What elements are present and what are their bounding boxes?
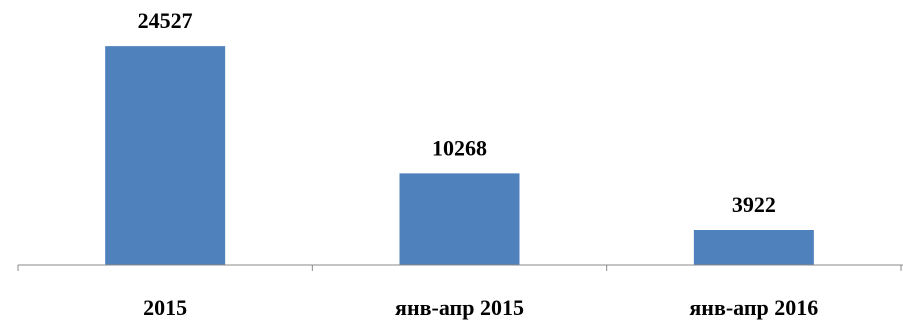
data-label-2: 3922: [732, 192, 776, 217]
bar-1: [399, 173, 520, 265]
data-label-0: 24527: [138, 8, 193, 33]
value-labels: 24527 10268 3922: [138, 8, 776, 217]
data-label-1: 10268: [432, 135, 487, 160]
bars: [105, 46, 814, 265]
category-label-2: янв-апр 2016: [689, 295, 818, 320]
x-axis: [17, 264, 903, 271]
category-label-0: 2015: [143, 295, 187, 320]
category-labels: 2015 янв-апр 2015 янв-апр 2016: [143, 295, 818, 320]
bar-0: [105, 46, 226, 265]
category-label-1: янв-апр 2015: [395, 295, 524, 320]
bar-2: [693, 230, 814, 265]
